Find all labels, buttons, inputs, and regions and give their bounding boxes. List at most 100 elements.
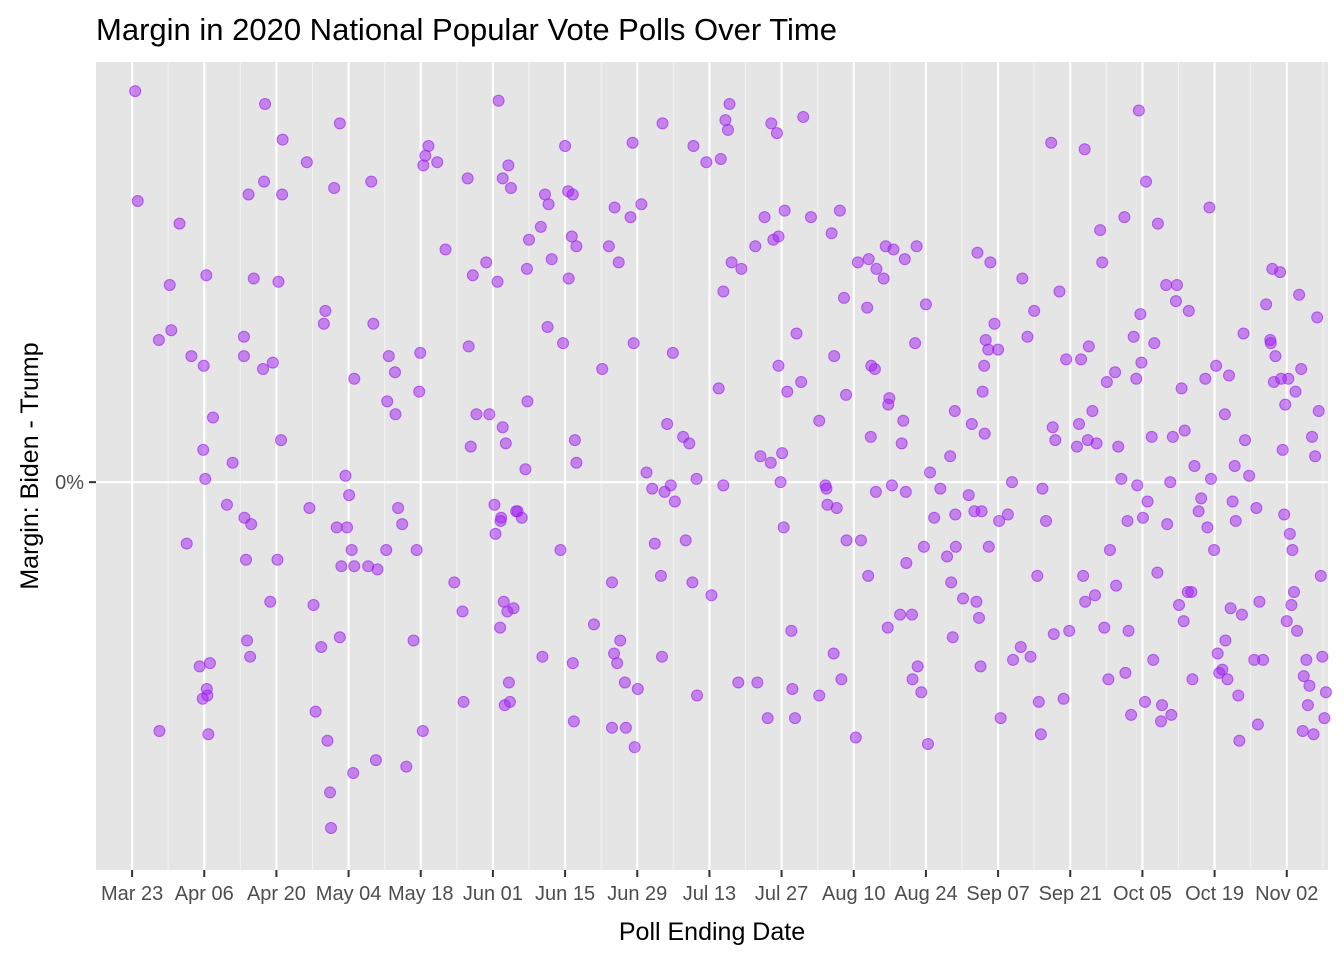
data-point xyxy=(849,731,862,744)
data-point xyxy=(464,440,477,453)
data-point xyxy=(348,372,361,385)
data-point xyxy=(276,188,289,201)
data-point xyxy=(661,417,674,430)
data-point xyxy=(1160,279,1173,292)
data-point xyxy=(774,476,787,489)
data-point xyxy=(1287,586,1300,599)
data-point xyxy=(131,194,144,207)
data-point xyxy=(618,676,631,689)
data-point xyxy=(691,689,704,702)
data-point xyxy=(407,634,420,647)
data-point xyxy=(772,230,785,243)
data-point xyxy=(1154,715,1167,728)
data-point xyxy=(319,304,332,317)
data-point xyxy=(396,518,409,531)
data-point xyxy=(712,382,725,395)
data-point xyxy=(946,631,959,644)
data-point xyxy=(828,350,841,363)
data-point xyxy=(664,479,677,492)
data-point xyxy=(1311,311,1324,324)
data-point xyxy=(1047,628,1060,641)
data-point xyxy=(201,689,214,702)
data-point xyxy=(624,211,637,224)
data-point xyxy=(1223,369,1236,382)
data-point xyxy=(887,243,900,256)
data-point xyxy=(470,408,483,421)
data-point xyxy=(764,456,777,469)
data-point xyxy=(1253,595,1266,608)
data-point xyxy=(275,434,288,447)
data-point xyxy=(945,576,958,589)
data-point xyxy=(1060,353,1073,366)
data-point xyxy=(1078,143,1091,156)
data-point xyxy=(1094,224,1107,237)
data-point xyxy=(1096,256,1109,269)
data-point xyxy=(976,385,989,398)
data-point xyxy=(770,127,783,140)
data-point xyxy=(885,479,898,492)
data-point xyxy=(568,434,581,447)
data-point xyxy=(1286,544,1299,557)
data-point xyxy=(461,172,474,185)
data-point xyxy=(343,489,356,502)
data-point xyxy=(1182,304,1195,317)
data-point xyxy=(520,262,533,275)
data-point xyxy=(735,262,748,275)
data-point xyxy=(1235,608,1248,621)
data-point xyxy=(1264,337,1277,350)
data-point xyxy=(721,123,734,136)
data-point xyxy=(1293,288,1306,301)
data-point xyxy=(1136,511,1149,524)
data-point xyxy=(1280,615,1293,628)
data-point xyxy=(242,188,255,201)
data-point xyxy=(1289,385,1302,398)
data-point xyxy=(1318,712,1331,725)
data-point xyxy=(1211,647,1224,660)
data-point xyxy=(717,479,730,492)
data-point xyxy=(635,198,648,211)
data-point xyxy=(197,443,210,456)
data-point xyxy=(1233,734,1246,747)
data-point xyxy=(994,712,1007,725)
data-point xyxy=(1243,469,1256,482)
data-point xyxy=(365,175,378,188)
x-tick-label: Aug 24 xyxy=(894,883,957,905)
data-point xyxy=(542,198,555,211)
data-point xyxy=(570,456,583,469)
data-point xyxy=(1165,708,1178,721)
data-point xyxy=(1307,728,1320,741)
data-point xyxy=(457,695,470,708)
data-point xyxy=(851,256,864,269)
data-point xyxy=(1103,544,1116,557)
data-point xyxy=(813,414,826,427)
data-point xyxy=(1024,650,1037,663)
data-point xyxy=(1045,136,1058,149)
data-point xyxy=(761,712,774,725)
data-point xyxy=(714,152,727,165)
data-point xyxy=(389,408,402,421)
plot-panel xyxy=(96,62,1328,870)
data-point xyxy=(1221,673,1234,686)
data-point xyxy=(837,291,850,304)
data-point xyxy=(1100,375,1113,388)
data-point xyxy=(758,211,771,224)
data-point xyxy=(1046,421,1059,434)
data-point xyxy=(1232,689,1245,702)
data-point xyxy=(717,285,730,298)
data-point xyxy=(1110,579,1123,592)
data-point xyxy=(1031,569,1044,582)
data-point xyxy=(503,695,516,708)
data-point xyxy=(666,346,679,359)
data-point xyxy=(1079,595,1092,608)
data-point xyxy=(566,657,579,670)
y-axis-title: Margin: Biden - Trump xyxy=(16,342,44,589)
data-point xyxy=(466,269,479,282)
data-point xyxy=(690,472,703,485)
data-point xyxy=(646,482,659,495)
data-point xyxy=(655,650,668,663)
data-point xyxy=(1239,434,1252,447)
data-point xyxy=(1140,175,1153,188)
data-point xyxy=(1199,372,1212,385)
data-point xyxy=(605,576,618,589)
data-point xyxy=(1224,602,1237,615)
